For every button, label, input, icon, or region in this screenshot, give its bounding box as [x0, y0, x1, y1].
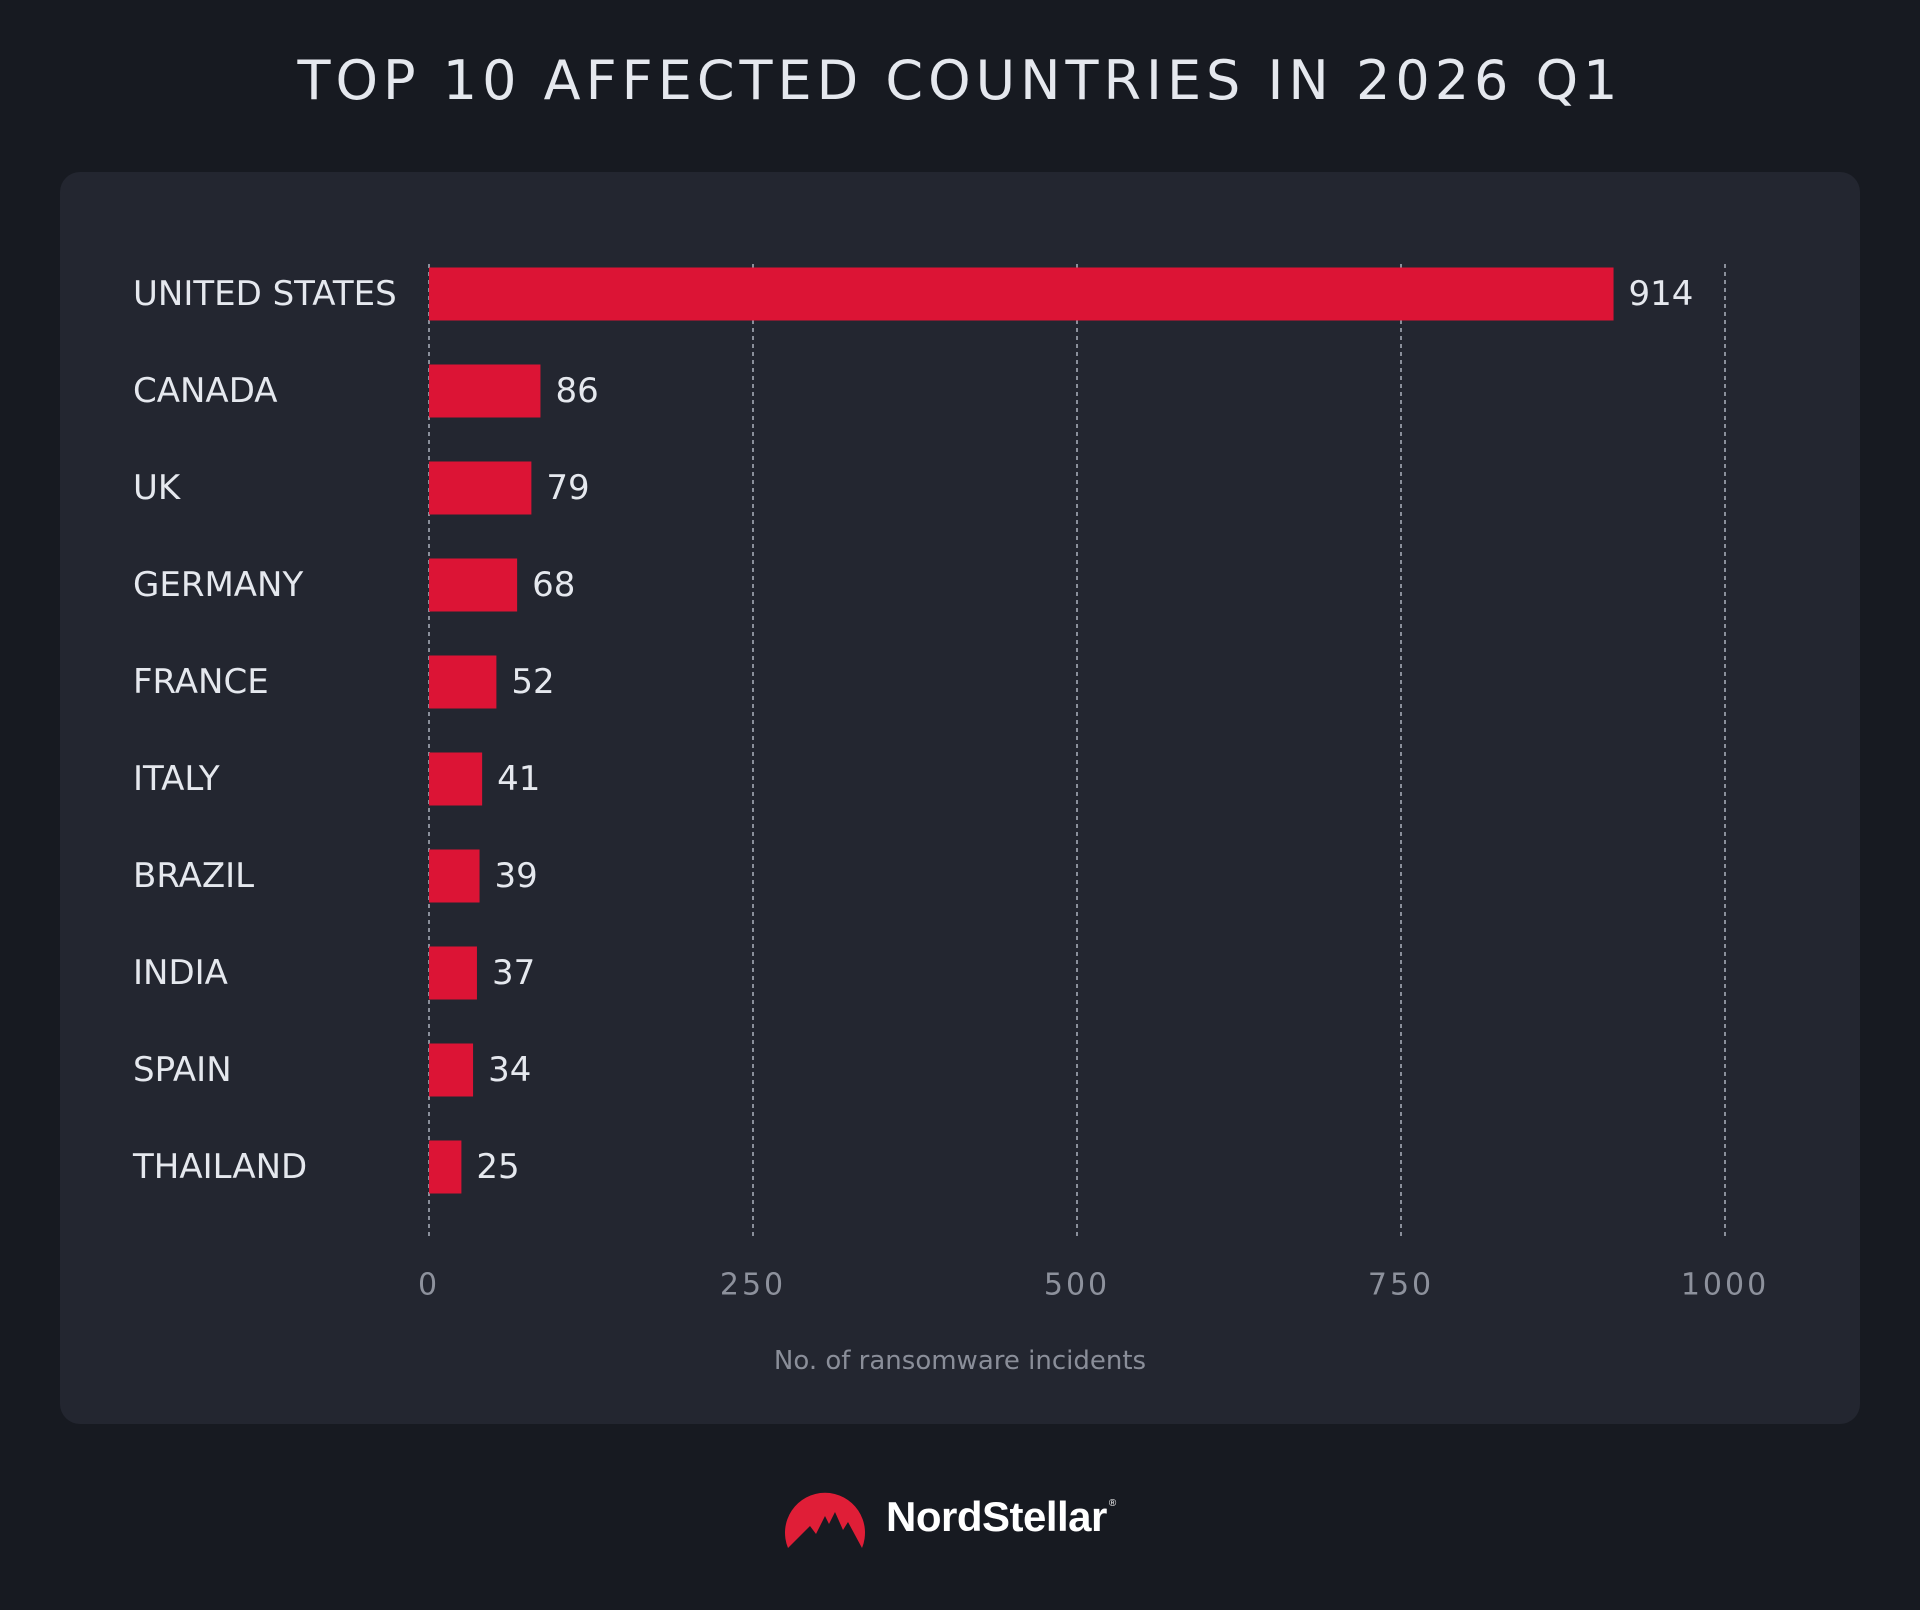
- category-label: THAILAND: [132, 1147, 307, 1187]
- mountain-logo-icon: [785, 1492, 865, 1548]
- data-label: 37: [492, 953, 535, 993]
- category-label: UK: [133, 468, 182, 508]
- category-label: BRAZIL: [133, 856, 254, 896]
- bar: [429, 1043, 474, 1097]
- tick-label: 250: [720, 1268, 786, 1303]
- tick-label: 750: [1368, 1268, 1434, 1303]
- brand-logo: NordStellar ®: [782, 1482, 1116, 1552]
- bar: [429, 655, 497, 709]
- category-label: CANADA: [133, 371, 278, 411]
- x-axis-label: No. of ransomware incidents: [774, 1346, 1146, 1376]
- registered-mark: ®: [1108, 1498, 1117, 1509]
- bar: [429, 946, 477, 1000]
- tick-label: 1000: [1681, 1268, 1769, 1303]
- data-label: 34: [488, 1050, 531, 1090]
- bar: [429, 752, 483, 806]
- data-label: 41: [497, 759, 540, 799]
- data-label: 79: [546, 468, 589, 508]
- data-label: 25: [476, 1147, 519, 1187]
- tick-label: 500: [1044, 1268, 1110, 1303]
- page-title: TOP 10 AFFECTED COUNTRIES IN 2026 Q1: [297, 49, 1623, 112]
- bar-chart: UNITED STATES 914 CANADA 86 UK 79 GERMANY 68 FRA…: [132, 264, 1769, 1376]
- data-label: 86: [555, 371, 598, 411]
- bar: [429, 267, 1614, 321]
- category-label: SPAIN: [133, 1050, 232, 1090]
- category-label: INDIA: [133, 953, 228, 993]
- bar: [429, 849, 480, 903]
- category-label: FRANCE: [133, 662, 269, 702]
- category-label: UNITED STATES: [133, 274, 397, 314]
- brand-name: NordStellar: [886, 1493, 1107, 1540]
- chart-card: UNITED STATES 914 CANADA 86 UK 79 GERMANY 68 FRA…: [60, 172, 1860, 1424]
- data-label: 914: [1629, 274, 1694, 314]
- tick-label: 0: [418, 1268, 440, 1303]
- data-label: 39: [495, 856, 538, 896]
- category-label: ITALY: [133, 759, 220, 799]
- bar: [429, 461, 532, 515]
- data-label: 52: [511, 662, 554, 702]
- bar: [429, 364, 541, 418]
- data-label: 68: [532, 565, 575, 605]
- bar: [429, 558, 518, 612]
- category-label: GERMANY: [133, 565, 303, 605]
- bar: [429, 1140, 462, 1194]
